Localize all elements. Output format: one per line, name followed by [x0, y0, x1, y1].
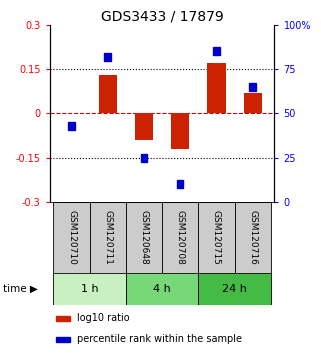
- Text: log10 ratio: log10 ratio: [77, 313, 129, 324]
- Bar: [249, 82, 256, 91]
- Text: percentile rank within the sample: percentile rank within the sample: [77, 335, 242, 344]
- Text: time ▶: time ▶: [3, 284, 38, 294]
- Bar: [141, 154, 147, 162]
- Bar: [126, 273, 198, 305]
- Bar: [162, 202, 198, 273]
- Bar: [126, 202, 162, 273]
- Text: GSM120716: GSM120716: [248, 210, 257, 265]
- Bar: [56, 316, 70, 321]
- Text: 4 h: 4 h: [153, 284, 171, 294]
- Bar: [171, 113, 189, 149]
- Title: GDS3433 / 17879: GDS3433 / 17879: [101, 10, 223, 24]
- Bar: [235, 202, 271, 273]
- Bar: [53, 273, 126, 305]
- Bar: [213, 47, 220, 56]
- Text: GSM120708: GSM120708: [176, 210, 185, 265]
- Bar: [198, 273, 271, 305]
- Bar: [104, 52, 111, 61]
- Bar: [99, 75, 117, 113]
- Text: GSM120710: GSM120710: [67, 210, 76, 265]
- Bar: [135, 113, 153, 140]
- Bar: [68, 122, 75, 130]
- Bar: [53, 202, 90, 273]
- Text: 24 h: 24 h: [222, 284, 247, 294]
- Bar: [207, 63, 226, 113]
- Bar: [198, 202, 235, 273]
- Text: GSM120715: GSM120715: [212, 210, 221, 265]
- Text: GSM120711: GSM120711: [103, 210, 112, 265]
- Bar: [177, 180, 184, 188]
- Bar: [56, 337, 70, 342]
- Text: GSM120648: GSM120648: [140, 210, 149, 265]
- Bar: [244, 93, 262, 113]
- Text: 1 h: 1 h: [81, 284, 99, 294]
- Bar: [90, 202, 126, 273]
